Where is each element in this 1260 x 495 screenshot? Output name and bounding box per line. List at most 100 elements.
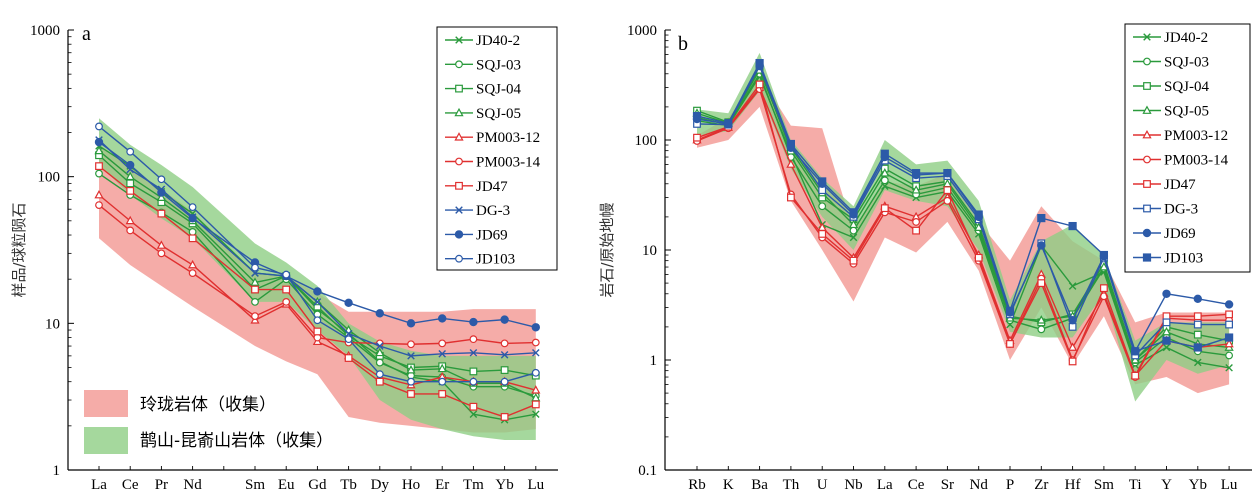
data-point <box>1037 213 1046 223</box>
x-tick-label: Nd <box>970 477 989 493</box>
y-tick-label: 1 <box>53 463 61 479</box>
y-tick-label: 100 <box>38 170 61 186</box>
series-b-JD103 <box>692 59 1234 356</box>
marker-x-b <box>500 351 509 359</box>
data-point <box>1068 221 1077 231</box>
data-point <box>157 175 166 184</box>
legend-marker <box>1143 33 1151 41</box>
marker-x-b <box>1225 363 1233 372</box>
legend-label: SQJ-04 <box>476 82 522 98</box>
data-point <box>500 377 509 386</box>
x-tick-label: Sm <box>1094 477 1114 493</box>
data-point <box>1193 330 1202 339</box>
data-point <box>1099 261 1109 271</box>
y-axis-label: 样品/球粒陨石 <box>10 202 28 297</box>
data-point <box>849 233 858 242</box>
data-point <box>1037 279 1046 288</box>
data-point <box>375 347 385 357</box>
y-tick-label: 1 <box>650 353 658 369</box>
data-point <box>500 413 509 421</box>
series-line <box>98 194 536 391</box>
legend-marker <box>1143 180 1151 188</box>
data-point <box>1068 282 1077 290</box>
data-point <box>1224 338 1234 348</box>
data-point <box>531 338 540 347</box>
marker-x-b <box>251 269 259 277</box>
data-point <box>188 214 197 223</box>
x-tick-label: Dy <box>371 477 390 493</box>
data-point <box>438 377 447 386</box>
x-tick-label: Lu <box>527 477 544 493</box>
x-tick-label: Tb <box>340 477 357 493</box>
data-point <box>406 319 416 328</box>
legend-marker <box>455 181 463 190</box>
data-point <box>531 385 541 394</box>
x-tick-label: U <box>817 477 828 493</box>
data-point <box>724 119 733 128</box>
data-point <box>880 204 889 213</box>
data-point <box>849 226 858 235</box>
data-point <box>786 139 795 149</box>
data-point <box>1193 343 1202 352</box>
data-point <box>126 179 135 188</box>
data-point <box>94 189 104 199</box>
data-point <box>755 80 764 89</box>
panel-label: b <box>678 33 688 55</box>
data-point <box>438 349 446 358</box>
data-point <box>1036 315 1046 324</box>
x-tick-label: Rb <box>688 477 706 493</box>
legend-label: SQJ-04 <box>1164 79 1210 95</box>
legend-marker <box>454 230 464 239</box>
data-point <box>1130 354 1140 364</box>
data-point <box>912 169 921 178</box>
x-tick-label: Ba <box>751 477 768 493</box>
data-point <box>251 263 259 272</box>
band-legend-swatch <box>84 390 128 417</box>
data-point <box>126 186 135 195</box>
data-point <box>1099 284 1108 293</box>
marker-x-b <box>1143 33 1151 41</box>
marker-x-b <box>1068 282 1077 290</box>
legend-marker <box>455 84 463 93</box>
marker-x-b <box>313 298 322 306</box>
data-point <box>1161 326 1172 336</box>
data-point <box>469 410 478 419</box>
data-point <box>94 145 104 155</box>
data-point <box>500 366 509 374</box>
legend-marker <box>455 206 463 214</box>
legend-marker <box>1142 253 1152 262</box>
series-b-JD47 <box>693 80 1234 380</box>
legend-label: PM003-12 <box>476 130 540 146</box>
data-point <box>407 352 415 360</box>
data-point <box>1067 342 1078 351</box>
y-tick-label: 100 <box>635 133 658 149</box>
data-point <box>1224 300 1234 309</box>
legend-label: JD40-2 <box>1164 30 1208 46</box>
data-point <box>251 269 259 277</box>
y-tick-label: 10 <box>642 243 657 259</box>
legend-marker <box>1143 82 1151 90</box>
data-point <box>438 390 447 398</box>
y-tick-label: 1000 <box>627 23 657 39</box>
data-point <box>1068 357 1077 366</box>
x-tick-label: Nd <box>183 477 202 493</box>
data-point <box>974 210 983 219</box>
data-point <box>1225 351 1233 360</box>
legend-marker <box>454 107 464 117</box>
data-point <box>1037 325 1046 334</box>
data-point <box>500 315 509 324</box>
data-point <box>818 177 827 186</box>
data-point <box>126 226 135 235</box>
data-point <box>95 201 103 209</box>
data-point <box>438 339 447 348</box>
band-a-1 <box>99 118 536 441</box>
data-point <box>375 309 384 318</box>
data-point <box>848 219 859 229</box>
data-point <box>1162 289 1171 298</box>
data-point <box>1005 306 1015 315</box>
data-point <box>188 228 197 236</box>
data-point <box>1225 363 1233 372</box>
x-tick-label: Yb <box>495 477 513 493</box>
data-point <box>95 122 103 131</box>
